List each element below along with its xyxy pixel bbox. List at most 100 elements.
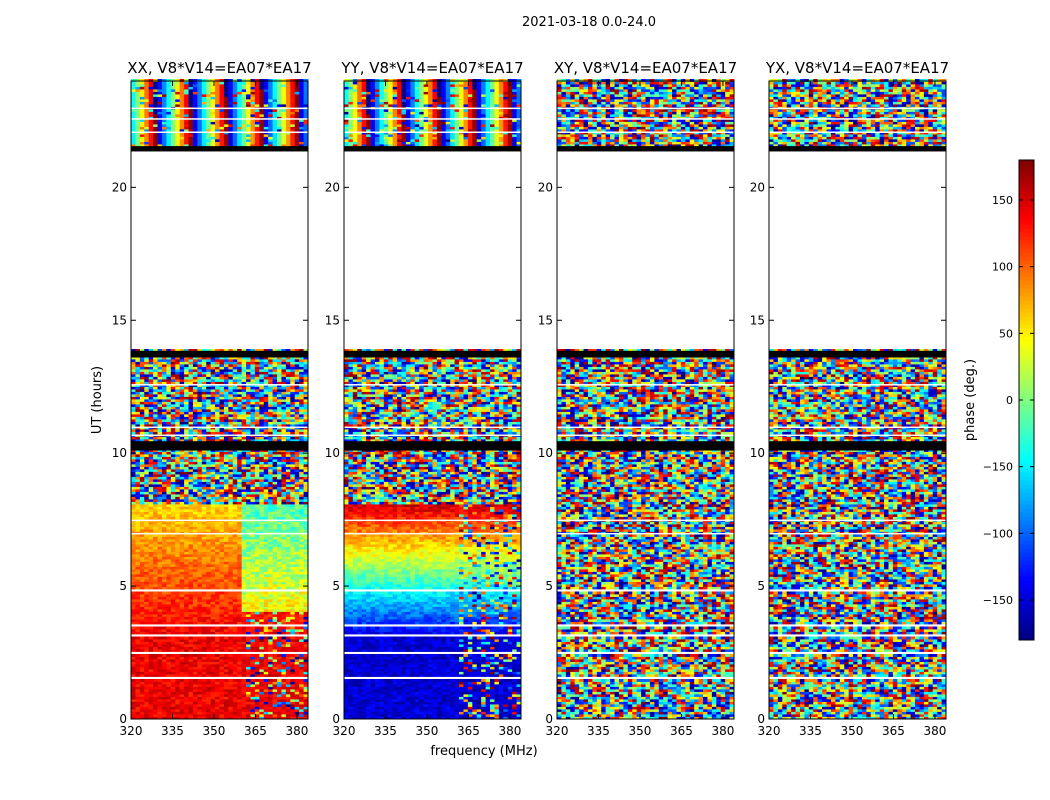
heatmap-cell	[162, 647, 167, 650]
heatmap-cell	[202, 697, 207, 700]
heatmap-cell	[206, 699, 211, 702]
heatmap-cell	[131, 672, 136, 675]
heatmap-cell	[290, 702, 295, 705]
heatmap-cell	[246, 704, 251, 707]
heatmap-cell	[162, 657, 167, 660]
heatmap-cell	[189, 619, 194, 622]
heatmap-cell	[264, 694, 269, 697]
heatmap-cell	[215, 627, 220, 630]
heatmap-cell	[202, 694, 207, 697]
heatmap-cell	[286, 649, 291, 652]
heatmap-cell	[242, 702, 247, 705]
heatmap-cell	[273, 657, 278, 660]
heatmap-cell	[175, 667, 180, 670]
heatmap-cell	[202, 649, 207, 652]
heatmap-cell	[242, 649, 247, 652]
heatmap-cell	[281, 637, 286, 640]
heatmap-cell	[158, 622, 163, 625]
heatmap-cell	[215, 672, 220, 675]
heatmap-cell	[286, 692, 291, 695]
heatmap-cell	[286, 689, 291, 692]
heatmap-cell	[135, 654, 140, 657]
heatmap-cell	[295, 639, 300, 642]
heatmap-cell	[277, 699, 282, 702]
heatmap-cell	[299, 689, 304, 692]
heatmap-cell	[228, 642, 233, 645]
heatmap-cell	[220, 667, 225, 670]
heatmap-cell	[295, 629, 300, 632]
heatmap-cell	[166, 654, 171, 657]
heatmap-cell	[242, 642, 247, 645]
heatmap-cell	[206, 647, 211, 650]
heatmap-cell	[140, 679, 145, 682]
heatmap-cell	[153, 707, 158, 710]
heatmap-cell	[193, 617, 198, 620]
heatmap-cell	[171, 614, 176, 617]
heatmap-cell	[259, 664, 264, 667]
heatmap-cell	[255, 647, 260, 650]
heatmap-cell	[290, 714, 295, 717]
heatmap-cell	[242, 664, 247, 667]
heatmap-cell	[197, 649, 202, 652]
heatmap-cell	[250, 659, 255, 662]
heatmap-cell	[273, 687, 278, 690]
heatmap-cell	[158, 679, 163, 682]
heatmap-cell	[277, 647, 282, 650]
heatmap-cell	[197, 687, 202, 690]
heatmap-cell	[162, 694, 167, 697]
heatmap-cell	[140, 629, 145, 632]
heatmap-cell	[184, 704, 189, 707]
heatmap-cell	[149, 697, 154, 700]
heatmap-cell	[131, 694, 136, 697]
heatmap-cell	[273, 689, 278, 692]
heatmap-cell	[264, 709, 269, 712]
heatmap-cell	[255, 649, 260, 652]
heatmap-cell	[131, 619, 136, 622]
heatmap-cell	[180, 699, 185, 702]
heatmap-cell	[206, 617, 211, 620]
heatmap-cell	[220, 659, 225, 662]
heatmap-cell	[135, 707, 140, 710]
heatmap-cell	[184, 667, 189, 670]
heatmap-cell	[255, 672, 260, 675]
heatmap-cell	[215, 694, 220, 697]
heatmap-cell	[158, 639, 163, 642]
heatmap-cell	[197, 702, 202, 705]
heatmap-cell	[233, 639, 238, 642]
heatmap-cell	[246, 692, 251, 695]
heatmap-cell	[166, 684, 171, 687]
heatmap-cell	[171, 662, 176, 665]
heatmap-cell	[180, 702, 185, 705]
heatmap-cell	[175, 659, 180, 662]
heatmap-cell	[140, 692, 145, 695]
heatmap-cell	[268, 692, 273, 695]
heatmap-cell	[273, 659, 278, 662]
heatmap-cell	[224, 674, 229, 677]
heatmap-cell	[281, 672, 286, 675]
heatmap-cell	[144, 714, 149, 717]
heatmap-cell	[268, 642, 273, 645]
heatmap-cell	[255, 697, 260, 700]
heatmap-cell	[162, 664, 167, 667]
heatmap-cell	[180, 644, 185, 647]
heatmap-cell	[268, 632, 273, 635]
heatmap-cell	[193, 657, 198, 660]
heatmap-cell	[162, 654, 167, 657]
heatmap-cell	[162, 629, 167, 632]
heatmap-cell	[273, 672, 278, 675]
heatmap-cell	[290, 617, 295, 620]
heatmap-cell	[166, 657, 171, 660]
heatmap-cell	[166, 629, 171, 632]
heatmap-cell	[193, 712, 198, 715]
heatmap-cell	[237, 647, 242, 650]
heatmap-cell	[233, 629, 238, 632]
heatmap-cell	[197, 622, 202, 625]
heatmap-cell	[131, 714, 136, 717]
heatmap-cell	[162, 709, 167, 712]
heatmap-cell	[273, 684, 278, 687]
heatmap-cell	[246, 647, 251, 650]
heatmap-cell	[220, 679, 225, 682]
heatmap-cell	[197, 697, 202, 700]
heatmap-cell	[237, 632, 242, 635]
heatmap-cell	[144, 704, 149, 707]
